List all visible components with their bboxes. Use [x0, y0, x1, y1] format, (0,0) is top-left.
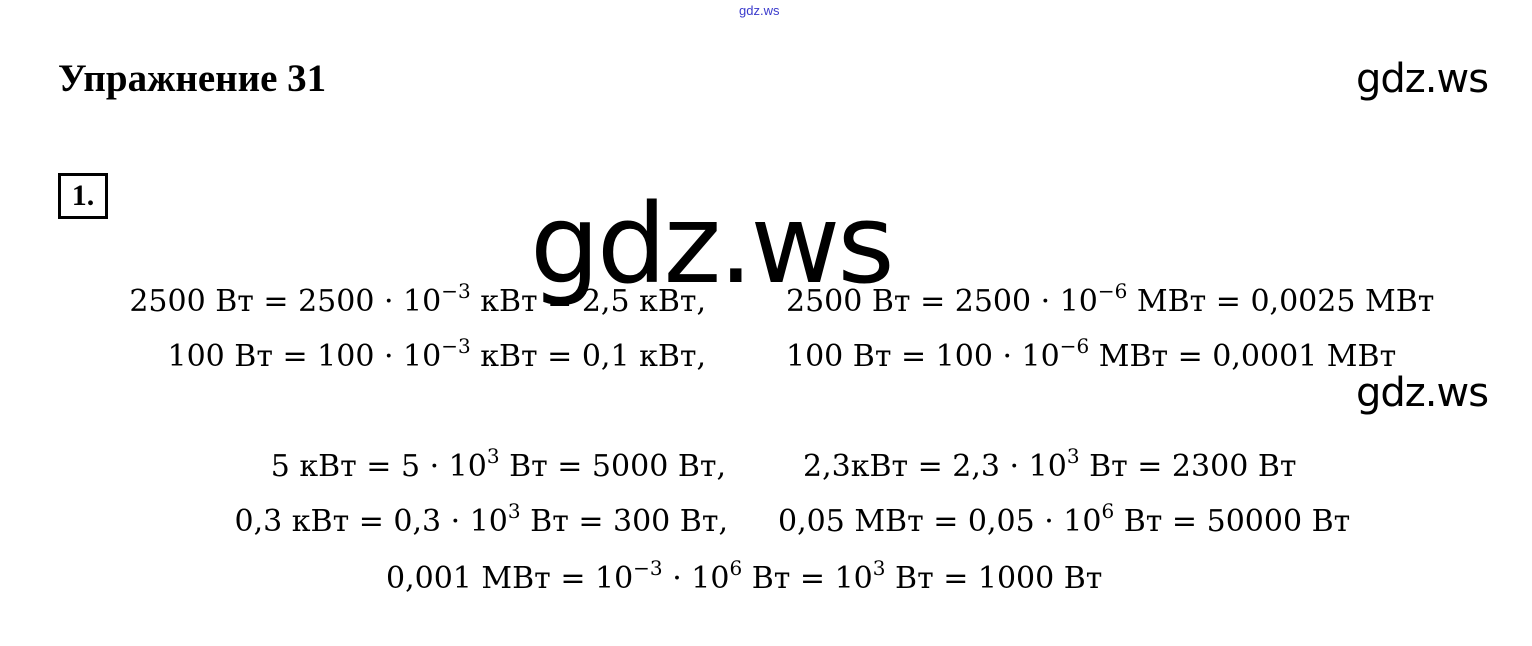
exponent: 6 [1101, 499, 1115, 523]
exponent: 3 [872, 556, 886, 580]
watermark-top: gdz.ws [739, 3, 780, 18]
equation-text: Вт = 10 [742, 561, 873, 596]
equation-text: МВт = 0,0001 МВт [1089, 339, 1397, 374]
task-number-box: 1. [58, 173, 108, 219]
equation-text: кВт = 0,1 кВт, [470, 339, 706, 374]
equation-text: Вт = 2300 Вт [1079, 449, 1297, 484]
watermark-large: gdz.ws [530, 180, 895, 308]
equation: 5 кВт = 5 · 103 Вт = 5000 Вт, [270, 446, 726, 484]
brand-watermark: gdz.ws [1356, 56, 1489, 102]
exponent: −3 [441, 279, 471, 303]
exponent: −6 [1097, 279, 1128, 303]
equation: 0,001 МВт = 10−3 · 106 Вт = 103 Вт = 100… [386, 558, 1103, 596]
equation: 0,3 кВт = 0,3 · 103 Вт = 300 Вт, [234, 501, 728, 539]
equation-text: 2500 Вт = 2500 · 10 [129, 284, 442, 319]
exponent: 3 [1066, 444, 1080, 468]
equation-text: кВт = 2,5 кВт, [470, 284, 706, 319]
equation-text: 100 Вт = 100 · 10 [786, 339, 1060, 374]
equation: 2500 Вт = 2500 · 10−6 МВт = 0,0025 МВт [786, 281, 1435, 319]
equation: 100 Вт = 100 · 10−6 МВт = 0,0001 МВт [786, 336, 1397, 374]
equation-text: Вт = 5000 Вт, [499, 449, 726, 484]
equation-text: 0,001 МВт = 10 [386, 561, 634, 596]
exponent: 3 [486, 444, 500, 468]
equation-text: Вт = 300 Вт, [520, 504, 728, 539]
equation-text: Вт = 1000 Вт [885, 561, 1103, 596]
equation-text: 0,05 МВт = 0,05 · 10 [778, 504, 1102, 539]
equation-text: · 10 [662, 561, 730, 596]
equation-text: МВт = 0,0025 МВт [1127, 284, 1435, 319]
exponent: −3 [633, 556, 663, 580]
equation-text: 0,3 кВт = 0,3 · 10 [234, 504, 508, 539]
page-title: Упражнение 31 [58, 57, 327, 100]
equation-text: 5 кВт = 5 · 10 [270, 449, 487, 484]
equation-text: 2500 Вт = 2500 · 10 [786, 284, 1098, 319]
exponent: 6 [729, 556, 743, 580]
equation: 2500 Вт = 2500 · 10−3 кВт = 2,5 кВт, [129, 281, 706, 319]
equation: 0,05 МВт = 0,05 · 106 Вт = 50000 Вт [778, 501, 1351, 539]
equation-text: 2,3кВт = 2,3 · 10 [803, 449, 1067, 484]
exponent: 3 [507, 499, 521, 523]
equation-text: 100 Вт = 100 · 10 [167, 339, 442, 374]
exponent: −3 [441, 334, 471, 358]
equation: 2,3кВт = 2,3 · 103 Вт = 2300 Вт [803, 446, 1297, 484]
brand-watermark-2: gdz.ws [1356, 370, 1489, 416]
equation: 100 Вт = 100 · 10−3 кВт = 0,1 кВт, [167, 336, 707, 374]
exponent: −6 [1059, 334, 1090, 358]
equation-text: Вт = 50000 Вт [1114, 504, 1351, 539]
